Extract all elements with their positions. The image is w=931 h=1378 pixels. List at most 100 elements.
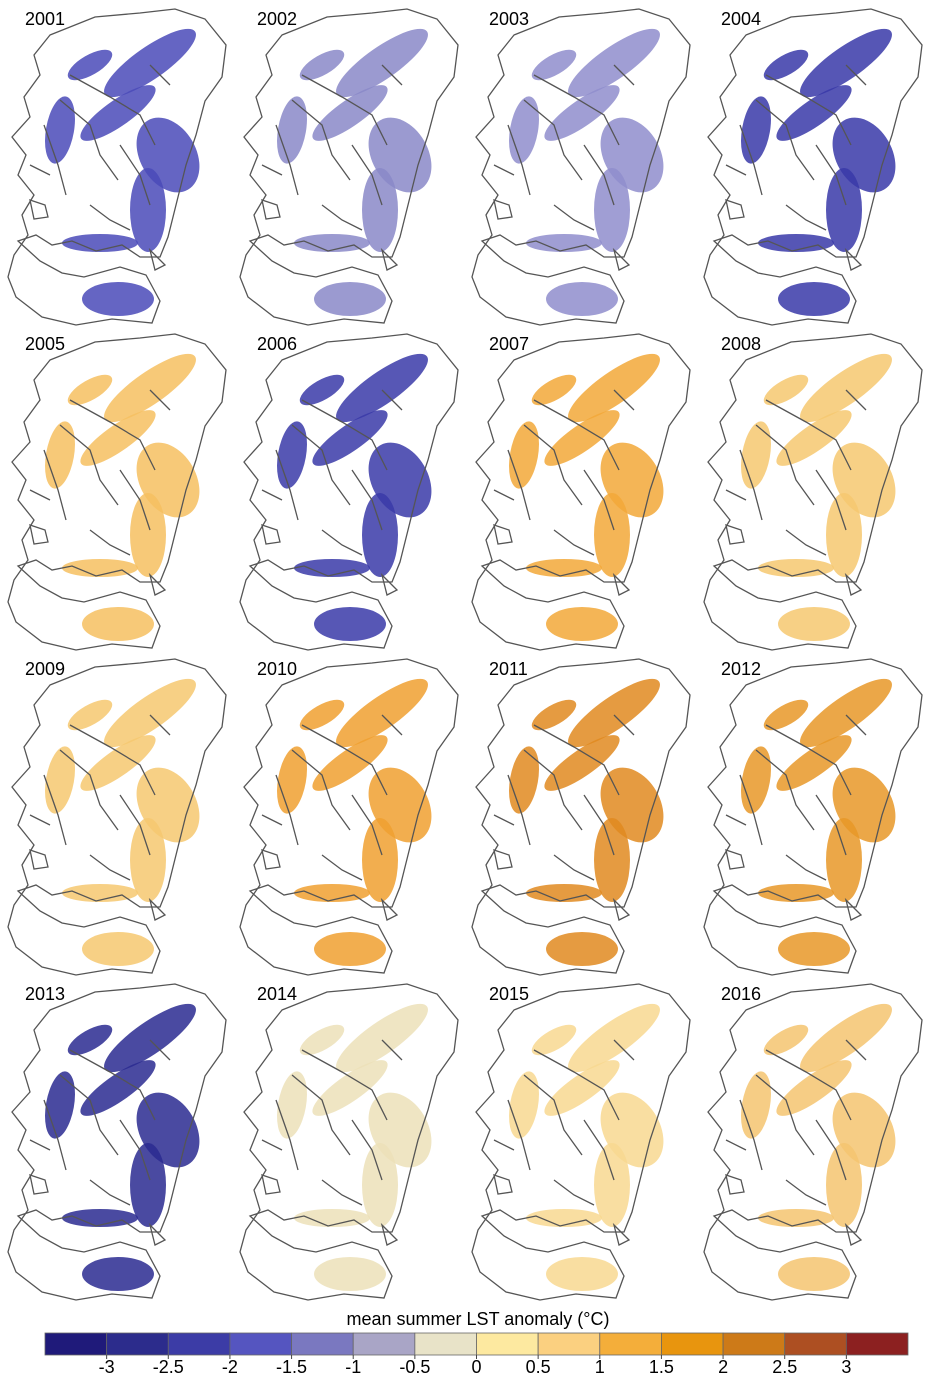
- anomaly-area: [741, 421, 771, 489]
- anomaly-area: [336, 28, 428, 98]
- anomaly-area: [314, 932, 386, 966]
- anomaly-area: [62, 884, 138, 902]
- anomaly-area: [82, 282, 154, 316]
- anomaly-area: [800, 28, 892, 98]
- map-panel: 2001: [7, 8, 227, 326]
- map-panel: 2003: [471, 8, 691, 326]
- anomaly-area: [67, 1024, 113, 1056]
- anomaly-area: [130, 493, 166, 577]
- anomaly-area: [758, 234, 834, 252]
- anomaly-area: [826, 493, 862, 577]
- colorbar-tick-label: 0.5: [526, 1357, 551, 1377]
- anomaly-area: [299, 699, 345, 731]
- anomaly-area: [67, 699, 113, 731]
- anomaly-area: [299, 49, 345, 81]
- anomaly-area: [778, 1257, 850, 1291]
- anomaly-area: [546, 932, 618, 966]
- anomaly-area: [312, 1060, 388, 1116]
- anomaly-area: [294, 234, 370, 252]
- anomaly-area: [526, 884, 602, 902]
- colorbar-bin: [537, 1332, 601, 1356]
- map-panel: 2015: [471, 983, 691, 1301]
- anomaly-area: [544, 1060, 620, 1116]
- anomaly-area: [82, 1257, 154, 1291]
- map-panel: 2006: [239, 333, 459, 651]
- anomaly-area: [531, 699, 577, 731]
- anomaly-area: [362, 1143, 398, 1227]
- anomaly-area: [277, 1071, 307, 1139]
- anomaly-area: [45, 1071, 75, 1139]
- anomaly-area: [568, 28, 660, 98]
- map-panel: 2013: [7, 983, 227, 1301]
- colorbar-tick-label: -3: [99, 1357, 115, 1377]
- anomaly-area: [336, 678, 428, 748]
- anomaly-area: [763, 49, 809, 81]
- anomaly-area: [277, 746, 307, 814]
- anomaly-area: [531, 1024, 577, 1056]
- year-label: 2009: [25, 659, 65, 679]
- colorbar-tick-label: -2: [222, 1357, 238, 1377]
- anomaly-area: [594, 168, 630, 252]
- anomaly-area: [509, 1071, 539, 1139]
- anomaly-area: [312, 85, 388, 141]
- anomaly-area: [314, 1257, 386, 1291]
- year-label: 2012: [721, 659, 761, 679]
- colorbar-tick-label: -2.5: [153, 1357, 184, 1377]
- anomaly-area: [758, 884, 834, 902]
- anomaly-area: [526, 1209, 602, 1227]
- anomaly-area: [362, 818, 398, 902]
- anomaly-area: [509, 96, 539, 164]
- anomaly-area: [758, 1209, 834, 1227]
- anomaly-area: [544, 85, 620, 141]
- colorbar-tick-label: -0.5: [399, 1357, 430, 1377]
- anomaly-area: [294, 1209, 370, 1227]
- year-label: 2008: [721, 334, 761, 354]
- anomaly-area: [277, 96, 307, 164]
- anomaly-area: [62, 1209, 138, 1227]
- anomaly-area: [294, 559, 370, 577]
- anomaly-area: [778, 282, 850, 316]
- map-panel: 2005: [7, 333, 227, 651]
- anomaly-area: [741, 746, 771, 814]
- map-panel: 2007: [471, 333, 691, 651]
- anomaly-area: [594, 1143, 630, 1227]
- anomaly-area: [531, 49, 577, 81]
- year-label: 2014: [257, 984, 297, 1004]
- anomaly-area: [826, 1143, 862, 1227]
- colorbar-tick-label: 3: [841, 1357, 851, 1377]
- map-panel: 2012: [703, 658, 923, 976]
- anomaly-area: [336, 353, 428, 423]
- anomaly-area: [741, 96, 771, 164]
- anomaly-area: [130, 1143, 166, 1227]
- anomaly-area: [776, 410, 852, 466]
- anomaly-area: [763, 699, 809, 731]
- anomaly-area: [546, 282, 618, 316]
- anomaly-area: [594, 493, 630, 577]
- year-label: 2016: [721, 984, 761, 1004]
- colorbar-tick-label: 2.5: [772, 1357, 797, 1377]
- colorbar-tick-label: 0: [471, 1357, 481, 1377]
- anomaly-area: [526, 559, 602, 577]
- anomaly-area: [776, 735, 852, 791]
- anomaly-area: [826, 818, 862, 902]
- anomaly-area: [568, 678, 660, 748]
- anomaly-area: [299, 1024, 345, 1056]
- map-panel: 2009: [7, 658, 227, 976]
- anomaly-area: [778, 607, 850, 641]
- anomaly-area: [312, 735, 388, 791]
- anomaly-area: [62, 234, 138, 252]
- anomaly-area: [80, 410, 156, 466]
- colorbar-bin: [167, 1332, 231, 1356]
- map-panel: 2010: [239, 658, 459, 976]
- anomaly-area: [568, 1003, 660, 1073]
- map-panel: 2014: [239, 983, 459, 1301]
- anomaly-area: [294, 884, 370, 902]
- anomaly-area: [82, 932, 154, 966]
- anomaly-area: [544, 410, 620, 466]
- anomaly-area: [778, 932, 850, 966]
- anomaly-area: [362, 168, 398, 252]
- year-label: 2013: [25, 984, 65, 1004]
- anomaly-area: [314, 607, 386, 641]
- anomaly-area: [45, 746, 75, 814]
